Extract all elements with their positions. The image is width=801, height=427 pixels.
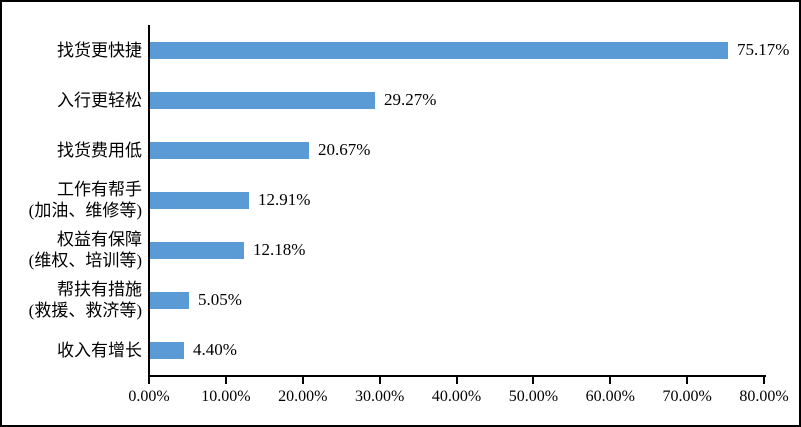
y-axis-line <box>148 25 150 377</box>
x-axis-tick-mark <box>301 375 304 384</box>
bar <box>150 41 728 59</box>
bar <box>150 241 244 259</box>
x-axis-tick-label: 50.00% <box>508 388 559 405</box>
value-label: 12.18% <box>253 240 306 259</box>
value-label: 20.67% <box>318 140 371 159</box>
x-axis-tick-label: 0.00% <box>128 388 170 405</box>
x-axis-tick-mark <box>148 375 150 384</box>
value-label: 5.05% <box>198 290 242 309</box>
bar <box>150 191 249 209</box>
x-axis-tick-mark <box>686 375 689 384</box>
value-label: 29.27% <box>384 90 437 109</box>
value-label: 4.40% <box>193 340 237 359</box>
category-label: 权益有保障 (维权、培训等) <box>28 230 142 270</box>
category-label: 帮扶有措施 (救援、救济等) <box>28 280 142 320</box>
x-axis-tick-label: 80.00% <box>739 388 789 405</box>
category-label: 找货更快捷 <box>57 40 142 60</box>
x-axis-tick-mark <box>224 375 227 384</box>
x-axis-tick-label: 40.00% <box>431 388 482 405</box>
x-axis-tick-label: 20.00% <box>278 388 328 405</box>
value-label: 75.17% <box>737 40 790 59</box>
x-axis-tick-label: 60.00% <box>585 388 635 405</box>
category-label: 收入有增长 <box>57 340 142 360</box>
category-label: 入行更轻松 <box>57 90 142 110</box>
bar <box>150 91 375 109</box>
bar <box>150 341 184 359</box>
category-label: 工作有帮手 (加油、维修等) <box>28 180 142 220</box>
x-axis-tick-mark <box>609 375 612 384</box>
x-axis-tick-label: 70.00% <box>662 388 712 405</box>
x-axis-tick-mark <box>455 375 458 384</box>
value-label: 12.91% <box>258 190 311 209</box>
x-axis-tick-mark <box>532 375 535 384</box>
x-axis-tick-label: 30.00% <box>354 388 405 405</box>
bar <box>150 141 309 159</box>
bar <box>150 291 189 309</box>
category-label: 找货费用低 <box>57 140 142 160</box>
x-axis-tick-label: 10.00% <box>201 388 251 405</box>
x-axis-tick-mark <box>378 375 381 384</box>
x-axis-tick-mark <box>763 375 765 384</box>
